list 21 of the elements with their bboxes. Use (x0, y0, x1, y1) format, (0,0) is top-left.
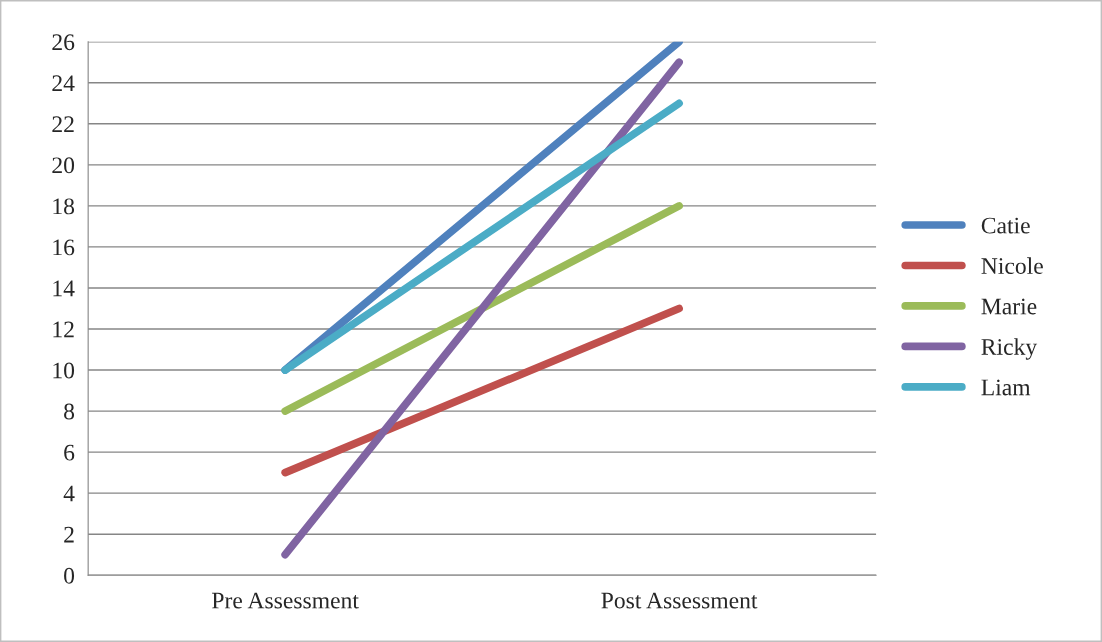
x-tick-label: Pre Assessment (212, 592, 359, 609)
legend-label: Liam (981, 379, 1031, 396)
y-tick-label: 12 (53, 321, 74, 338)
legend-label: Nicole (981, 257, 1043, 274)
legend-label: Ricky (981, 338, 1038, 360)
y-tick-label: 16 (53, 239, 75, 256)
x-tick-label: Post Assessment (601, 592, 758, 609)
y-tick-label: 24 (52, 75, 75, 91)
y-tick-label: 14 (53, 280, 75, 297)
y-tick-label: 6 (64, 444, 75, 461)
y-tick-label: 22 (52, 116, 74, 132)
y-tick-label: 2 (64, 526, 74, 543)
y-tick-label: 10 (53, 362, 75, 379)
y-tick-label: 20 (52, 157, 75, 174)
y-tick-label: 8 (64, 403, 75, 420)
y-tick-label: 18 (53, 198, 75, 215)
legend-label: Catie (981, 217, 1030, 234)
y-tick-label: 0 (64, 567, 75, 584)
y-tick-label: 26 (52, 34, 75, 51)
y-tick-label: 4 (63, 485, 75, 502)
legend-label: Marie (981, 298, 1037, 315)
